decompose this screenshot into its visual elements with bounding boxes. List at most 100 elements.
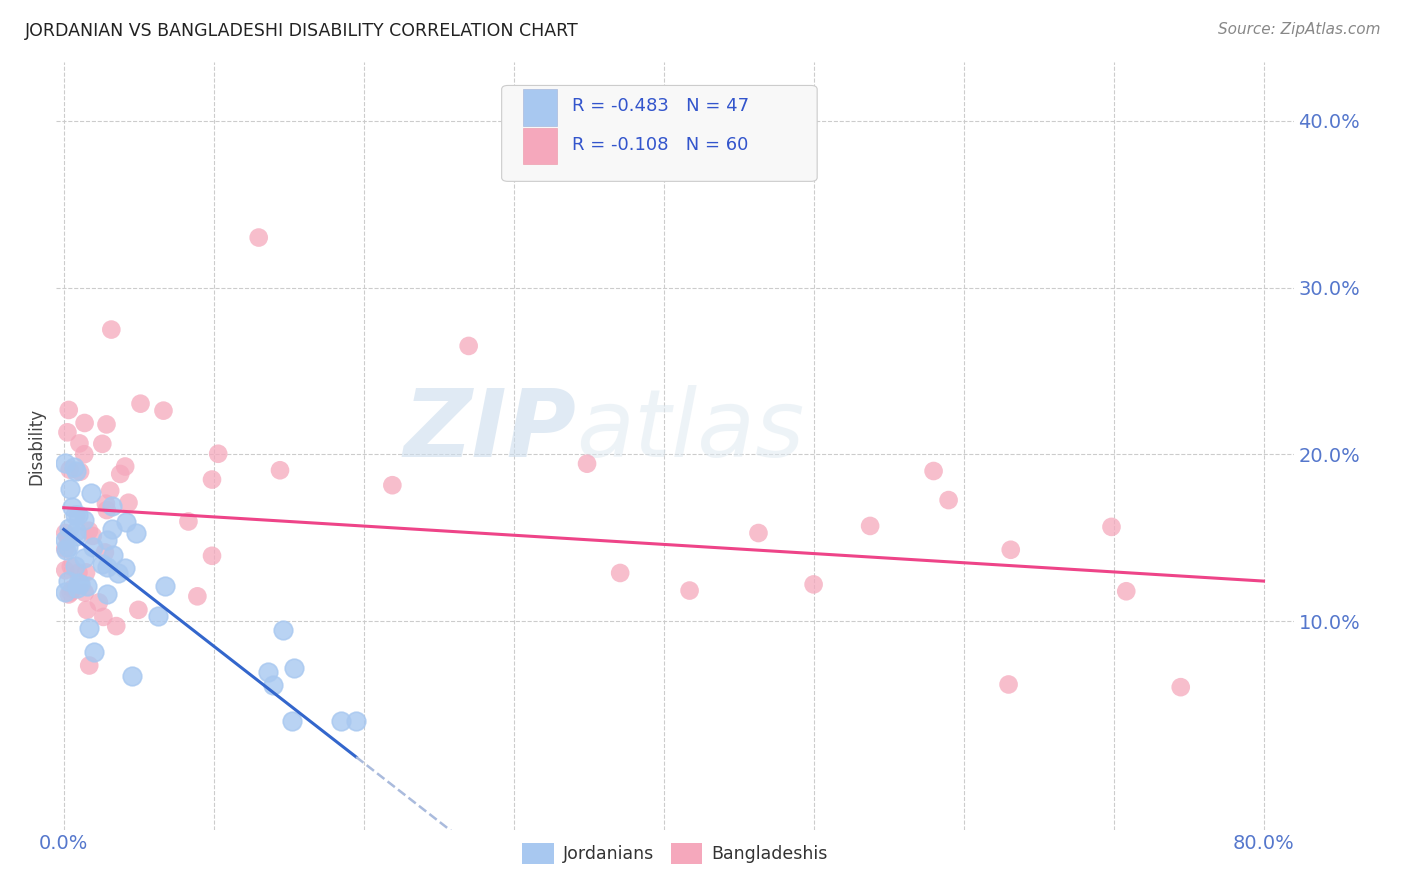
Point	[96, 559, 118, 574]
Point	[80, 486, 103, 500]
Point	[77, 658, 100, 673]
Point	[107, 566, 129, 580]
Point	[115, 515, 138, 529]
Text: ZIP: ZIP	[404, 384, 576, 476]
Point	[53, 533, 76, 547]
Point	[1170, 680, 1192, 694]
Point	[76, 579, 98, 593]
Point	[87, 595, 110, 609]
Point	[94, 497, 117, 511]
Point	[110, 467, 132, 481]
Point	[59, 482, 82, 496]
Point	[73, 447, 96, 461]
Point	[457, 339, 479, 353]
Text: JORDANIAN VS BANGLADESHI DISABILITY CORRELATION CHART: JORDANIAN VS BANGLADESHI DISABILITY CORR…	[25, 22, 579, 40]
Point	[67, 575, 90, 590]
Point	[177, 515, 200, 529]
Legend: Jordanians, Bangladeshis: Jordanians, Bangladeshis	[516, 836, 834, 871]
Point	[59, 462, 82, 476]
Point	[101, 499, 124, 513]
Point	[803, 577, 825, 591]
Point	[59, 585, 82, 599]
Point	[55, 543, 77, 558]
Point	[997, 677, 1019, 691]
Point	[1101, 520, 1123, 534]
Text: atlas: atlas	[576, 385, 804, 476]
Point	[678, 583, 700, 598]
Point	[922, 464, 945, 478]
Point	[56, 530, 79, 544]
Point	[93, 610, 115, 624]
Point	[859, 519, 882, 533]
Point	[381, 478, 404, 492]
Point	[155, 579, 177, 593]
Point	[63, 460, 86, 475]
Point	[53, 541, 76, 556]
Point	[63, 558, 86, 573]
Point	[82, 529, 104, 543]
Text: R = -0.483   N = 47: R = -0.483 N = 47	[572, 97, 749, 115]
Point	[77, 524, 100, 538]
Point	[53, 456, 76, 470]
Point	[66, 581, 89, 595]
FancyBboxPatch shape	[502, 86, 817, 181]
Point	[53, 563, 76, 577]
Point	[63, 508, 86, 523]
Point	[65, 464, 87, 478]
Point	[1000, 542, 1022, 557]
Point	[94, 545, 117, 559]
Text: R = -0.108   N = 60: R = -0.108 N = 60	[572, 136, 748, 153]
Point	[257, 665, 280, 679]
Point	[67, 566, 90, 580]
Point	[283, 661, 305, 675]
Point	[76, 603, 98, 617]
Point	[58, 587, 80, 601]
Point	[66, 508, 89, 522]
Point	[938, 493, 960, 508]
Point	[58, 521, 80, 535]
Point	[100, 322, 122, 336]
Point	[82, 540, 104, 554]
Point	[146, 609, 169, 624]
Text: Source: ZipAtlas.com: Source: ZipAtlas.com	[1218, 22, 1381, 37]
Point	[152, 403, 174, 417]
Point	[330, 714, 353, 728]
Point	[56, 425, 79, 440]
Point	[60, 582, 83, 596]
Point	[65, 529, 87, 543]
Point	[65, 524, 87, 539]
Point	[186, 590, 208, 604]
Point	[73, 551, 96, 566]
FancyBboxPatch shape	[523, 89, 557, 126]
Point	[105, 619, 128, 633]
Point	[1115, 584, 1137, 599]
Point	[121, 669, 143, 683]
Point	[69, 436, 91, 450]
Point	[72, 513, 94, 527]
Point	[53, 526, 76, 541]
Point	[91, 557, 114, 571]
Point	[262, 677, 284, 691]
Point	[281, 714, 304, 728]
Point	[73, 416, 96, 430]
Point	[53, 584, 76, 599]
Point	[201, 473, 224, 487]
Point	[124, 525, 146, 540]
FancyBboxPatch shape	[523, 128, 557, 164]
Point	[59, 559, 82, 574]
Point	[96, 587, 118, 601]
Point	[344, 714, 367, 728]
Point	[609, 566, 631, 580]
Point	[576, 457, 599, 471]
Point	[117, 496, 139, 510]
Point	[83, 645, 105, 659]
Point	[101, 548, 124, 562]
Point	[114, 560, 136, 574]
Point	[77, 621, 100, 635]
Point	[58, 403, 80, 417]
Point	[129, 397, 152, 411]
Point	[91, 437, 114, 451]
Point	[73, 585, 96, 599]
Point	[69, 465, 91, 479]
Point	[271, 623, 294, 637]
